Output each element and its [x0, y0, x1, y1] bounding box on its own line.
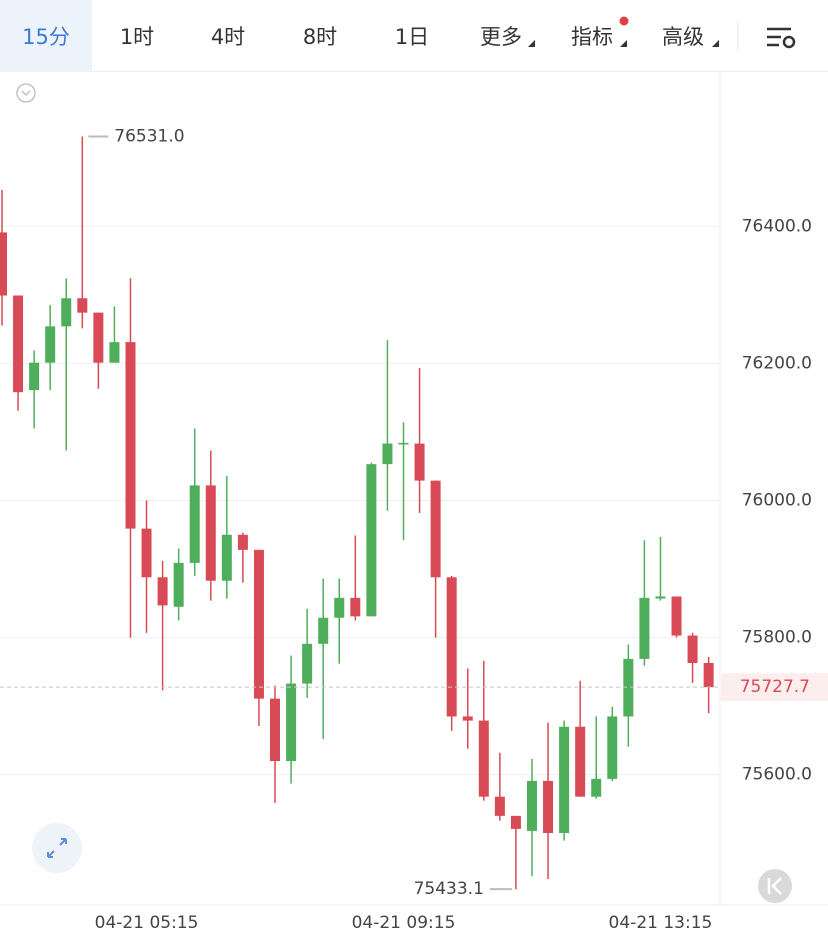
- candle-body: [639, 597, 650, 659]
- candle-body: [0, 232, 7, 296]
- high-marker-label: 76531.0: [114, 126, 184, 146]
- candle-body: [286, 683, 297, 762]
- candle-body: [13, 295, 24, 393]
- tab[interactable]: 高级: [662, 25, 704, 49]
- x-tick-label: 04-21 13:15: [609, 913, 713, 933]
- badge-dot: [619, 16, 629, 26]
- last-price-tag: [721, 673, 828, 702]
- candle-body: [189, 485, 200, 563]
- candle-body: [253, 549, 264, 699]
- candle-body: [93, 312, 104, 363]
- last-price-label: 75727.7: [740, 677, 810, 697]
- y-tick-label: 76200.0: [742, 353, 812, 373]
- dropdown-caret: [712, 40, 719, 47]
- candle-body: [559, 726, 570, 834]
- candle-body: [382, 443, 393, 465]
- candle-body: [270, 698, 281, 762]
- candle-body: [687, 635, 698, 663]
- candle-body: [575, 726, 586, 797]
- candle-body: [526, 780, 537, 831]
- candle-body: [494, 796, 505, 816]
- back-to-latest-button[interactable]: [758, 869, 792, 903]
- candle-body: [366, 464, 377, 617]
- candle-body: [157, 577, 168, 606]
- y-tick-label: 75800.0: [742, 628, 812, 648]
- collapse-button[interactable]: [16, 83, 36, 103]
- tab[interactable]: 1时: [119, 25, 155, 49]
- tab[interactable]: 8时: [302, 25, 338, 49]
- candle-body: [414, 443, 425, 481]
- dropdown-caret: [528, 40, 535, 47]
- candle-body: [703, 662, 714, 688]
- candle-body: [141, 528, 152, 578]
- x-tick-label: 04-21 09:15: [352, 913, 456, 933]
- candle-body: [671, 596, 682, 636]
- candle-body: [237, 534, 248, 550]
- x-tick-label: 04-21 05:15: [95, 913, 199, 933]
- candle-body: [430, 480, 441, 578]
- y-tick-label: 75600.0: [742, 765, 812, 785]
- candle-body: [398, 442, 409, 445]
- candle-body: [478, 720, 489, 797]
- candle-body: [221, 534, 232, 581]
- candle-body: [543, 780, 554, 834]
- toolbar: 15分 1时 4时 8时 1日 更多 指标 高级: [0, 0, 828, 72]
- tab[interactable]: 更多: [480, 25, 522, 49]
- candle-body: [607, 716, 618, 779]
- fullscreen-button[interactable]: [32, 823, 82, 873]
- toolbar-icons: [528, 16, 796, 50]
- candle-body: [205, 485, 216, 581]
- candle-body: [45, 326, 56, 363]
- candle-body: [334, 597, 345, 618]
- candle-body: [125, 342, 136, 529]
- tab[interactable]: 4时: [210, 25, 246, 49]
- candle-body: [462, 716, 473, 721]
- candle-body: [350, 597, 361, 617]
- candle-body: [318, 617, 329, 644]
- candle-body: [29, 362, 40, 391]
- low-marker-label: 75433.1: [414, 879, 484, 899]
- candle-body: [77, 298, 88, 313]
- tab[interactable]: 1日: [394, 25, 430, 49]
- candle-body: [446, 577, 457, 717]
- tab[interactable]: 指标: [571, 25, 613, 49]
- candle-body: [61, 298, 72, 327]
- dropdown-caret: [620, 40, 627, 47]
- settings-icon[interactable]: [767, 27, 796, 49]
- candle-body: [510, 815, 521, 829]
- candle-body: [655, 596, 666, 599]
- candle-body: [173, 562, 184, 607]
- tab[interactable]: 15分: [0, 0, 92, 72]
- chart: 75600.0 75800.0 76000.0 76200.0 76400.0 04-21…: [0, 72, 828, 933]
- candle-body: [302, 643, 313, 684]
- candle-body: [109, 342, 120, 363]
- y-tick-label: 76400.0: [742, 216, 812, 236]
- candle-body: [623, 658, 634, 717]
- y-tick-label: 76000.0: [742, 490, 812, 510]
- candle-body: [591, 778, 602, 797]
